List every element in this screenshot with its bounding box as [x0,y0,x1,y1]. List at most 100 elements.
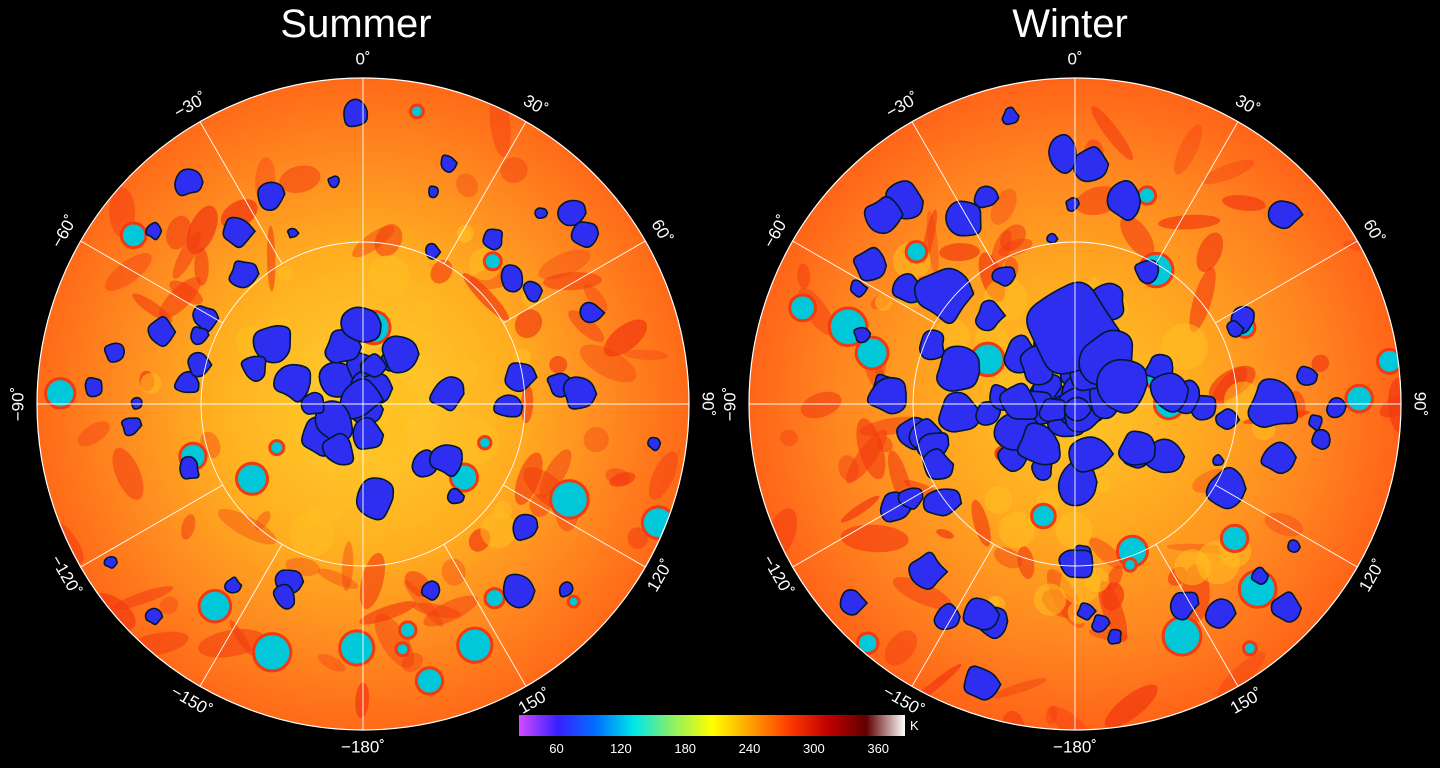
terrain-texture [766,106,1401,730]
cold-region [273,363,312,403]
crater [1161,615,1203,657]
crater [640,505,676,541]
polar-cold-crater [1247,378,1299,428]
meridian-line [1215,240,1358,324]
cold-region [558,581,574,598]
cold-region [1260,441,1297,475]
polar-cold-crater [429,376,465,412]
crater [566,594,581,609]
summer-map: 0˚30˚60˚90˚120˚150˚−180˚−150˚−120˚−90˚−6… [8,49,717,756]
mild-patch [1095,476,1112,493]
cold-region [1076,602,1097,621]
longitude-label: 90˚ [699,392,718,417]
mild-patch [874,293,892,311]
cold-region [187,351,213,378]
polar-cold-crater [1058,549,1094,579]
warm-slope [217,508,277,545]
polar-cold-crater [1068,436,1115,473]
cold-region [1215,408,1241,431]
warm-slope [1212,367,1248,405]
mild-patch [984,486,1013,514]
graticule [749,78,1401,730]
cold-region [252,325,292,364]
cold-region [145,221,163,241]
cold-region [240,355,267,382]
cold-region [343,98,369,128]
meridian-line [80,240,223,324]
warm-slope [779,429,798,447]
warm-slope [401,652,424,673]
warm-slope [623,349,669,361]
cold-region [103,342,126,363]
longitude-label: −30˚ [883,88,922,122]
warm-slope [1217,652,1266,698]
warm-slope [441,558,466,586]
cold-region [1048,133,1077,174]
warm-slope [884,630,918,666]
mild-patch [480,512,517,549]
warm-slope [993,547,1023,569]
warm-slope [939,243,980,262]
cold-region [1091,614,1111,633]
meridian-line [199,121,283,264]
polar-cold-crater [228,260,260,289]
warm-slope [845,429,888,484]
cold-region [1118,430,1157,466]
polar-cold-crater [340,306,382,343]
cold-region [849,279,869,298]
cold-region [1287,539,1301,553]
longitude-label: 30˚ [520,91,551,120]
cold-region [147,315,177,347]
warm-slope [355,682,370,719]
warm-slope [1379,395,1401,418]
longitude-label: 90˚ [1411,392,1430,417]
meridian-line [792,240,935,324]
cold-region [192,305,220,333]
longitude-label: −90˚ [720,387,739,422]
warm-slope [990,678,1047,699]
cold-region [863,195,904,235]
cold-region [1107,628,1122,645]
crater [338,629,376,667]
cold-region [500,264,524,293]
warm-slope [543,272,602,291]
warm-slope [456,173,479,198]
colorbar-unit: K [910,718,919,733]
warm-slope [1196,232,1224,272]
cold-region [1226,320,1245,338]
cold-region [360,353,388,378]
cold-region [1212,454,1225,467]
warm-slope [500,157,528,184]
warm-slope [1091,106,1134,161]
crater [268,439,286,457]
cold-region [174,168,204,197]
warm-slope [840,524,909,553]
cold-region [579,301,606,324]
warm-slope [317,653,346,672]
crater [549,479,590,520]
cold-region [852,246,888,282]
cold-region [918,329,945,361]
cold-region [440,154,459,173]
cold-region [446,487,466,505]
crater [409,103,425,120]
warm-slope [194,247,209,286]
mild-patch [456,224,474,242]
warm-slope [549,355,568,374]
meridian-line [792,484,935,568]
cold-region [1250,566,1270,586]
longitude-label: 60˚ [647,216,676,247]
cold-region [933,602,961,631]
warm-slope [627,527,648,550]
cold-region [1296,365,1319,386]
crater [252,632,293,673]
crater [1344,383,1374,414]
cold-region [482,228,503,251]
mild-patch [289,511,335,557]
crater [197,588,233,624]
crater [394,641,411,658]
colorbar-tick-label: 180 [674,741,696,756]
warm-slope [412,602,461,619]
crater [414,666,445,696]
crater [477,435,493,451]
